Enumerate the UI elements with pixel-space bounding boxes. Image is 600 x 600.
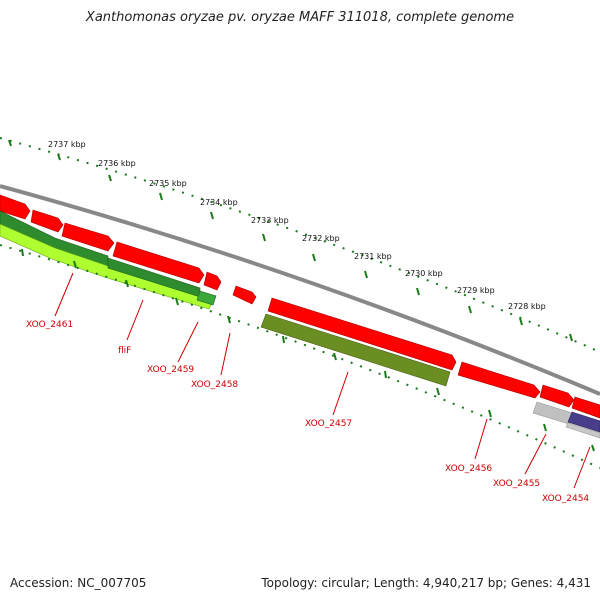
kbp-label: 2732 kbp <box>302 234 340 243</box>
kbp-label: 2729 kbp <box>457 286 495 295</box>
gene-label-xoo-2459: XOO_2459 <box>147 365 194 375</box>
inner-ruler-major-ticks <box>21 248 595 452</box>
forward-strand-genes[interactable] <box>0 194 600 419</box>
accession-text: Accession: NC_007705 <box>10 576 147 590</box>
gene-grey-tail <box>565 422 600 439</box>
gene-xoo-2454 <box>567 411 600 433</box>
gene-arrow <box>203 271 222 291</box>
gene-labels: XOO_2461 fliF XOO_2459 XOO_2458 XOO_2457… <box>26 320 589 504</box>
gene-arrow <box>267 297 457 371</box>
gene-label-xoo-2457: XOO_2457 <box>305 419 352 429</box>
gene-arrow <box>571 396 600 419</box>
kbp-label: 2736 kbp <box>98 159 136 168</box>
gene-label-flif: fliF <box>118 346 131 356</box>
gene-xoo-2457 <box>260 313 451 387</box>
kbp-label: 2737 kbp <box>48 140 86 149</box>
genome-backbone <box>0 184 600 396</box>
gene-arrow <box>61 222 115 252</box>
ruler-labels: 2737 kbp 2736 kbp 2735 kbp 2734 kbp 2733… <box>48 140 546 311</box>
kbp-label: 2731 kbp <box>354 252 392 261</box>
reverse-strand-genes[interactable] <box>0 210 600 439</box>
map-title: Xanthomonas oryzae pv. oryzae MAFF 31101… <box>85 10 515 25</box>
gene-arrow <box>112 241 205 284</box>
kbp-label: 2733 kbp <box>251 216 289 225</box>
gene-arrow <box>232 285 257 305</box>
gene-xoo-2458 <box>196 290 217 306</box>
gene-label-xoo-2454: XOO_2454 <box>542 494 589 504</box>
kbp-label: 2734 kbp <box>200 198 238 207</box>
gene-label-xoo-2455: XOO_2455 <box>493 479 540 489</box>
gene-arrow <box>457 361 541 399</box>
kbp-label: 2728 kbp <box>508 302 546 311</box>
topology-text: Topology: circular; Length: 4,940,217 bp… <box>261 576 591 590</box>
kbp-label: 2730 kbp <box>405 269 443 278</box>
gene-arrow <box>30 209 64 233</box>
gene-label-xoo-2456: XOO_2456 <box>445 464 492 474</box>
gene-label-xoo-2458: XOO_2458 <box>191 380 238 390</box>
gene-leader-lines <box>54 272 591 489</box>
gene-arrow <box>0 194 31 220</box>
gene-label-xoo-2461: XOO_2461 <box>26 320 73 330</box>
kbp-label: 2735 kbp <box>149 179 187 188</box>
gene-arrow <box>539 384 575 408</box>
gene-flif <box>0 223 215 310</box>
outer-ruler-major-ticks <box>8 139 573 342</box>
